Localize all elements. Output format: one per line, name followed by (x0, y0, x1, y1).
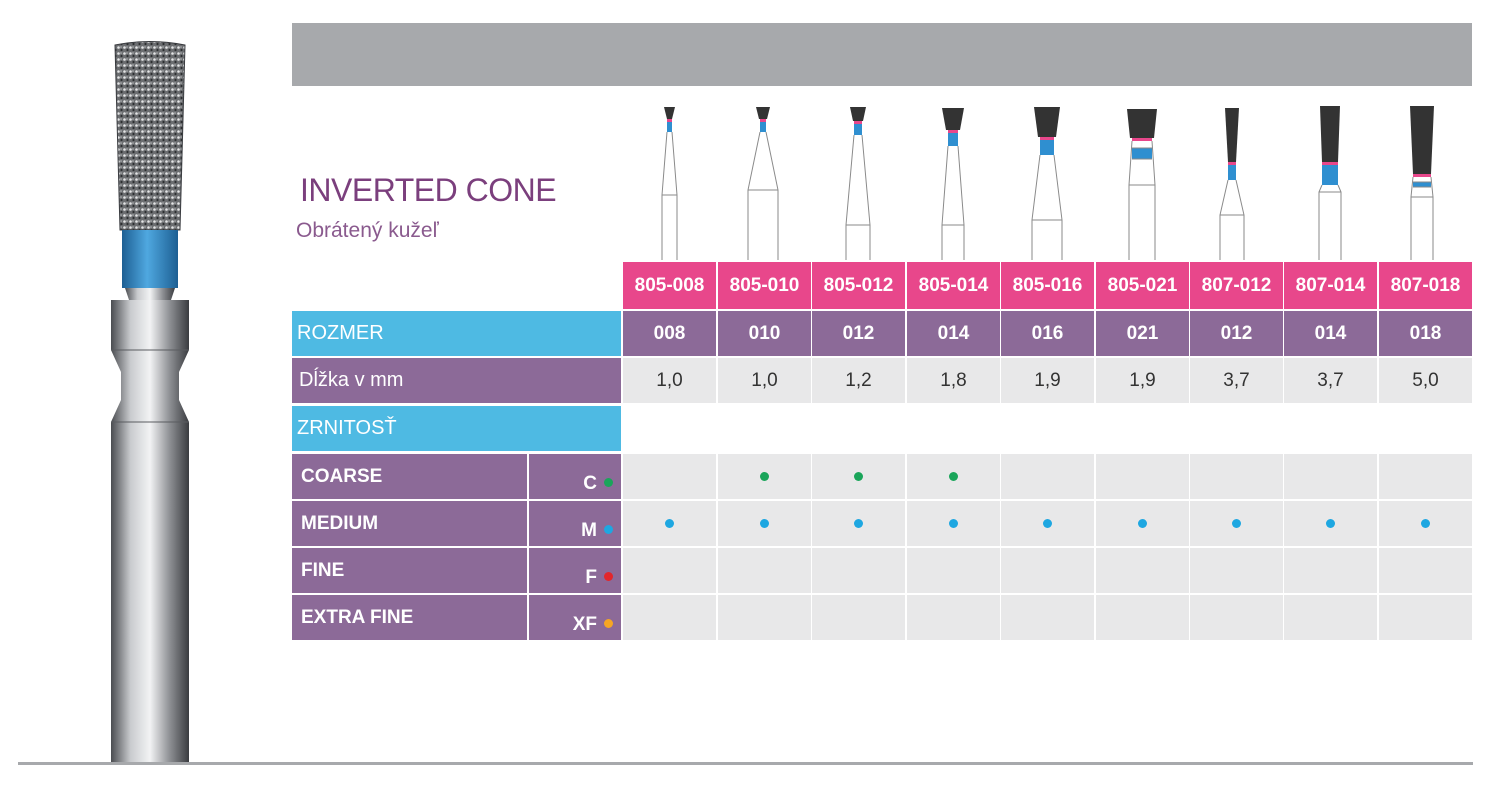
grit-cell (812, 595, 905, 640)
size-cell: 008 (623, 311, 716, 356)
grit-cell (907, 454, 1000, 499)
availability-dot-icon (854, 519, 863, 528)
code-805-021: 805-021 (1096, 262, 1189, 309)
grit-cell (1190, 454, 1283, 499)
code-807-014: 807-014 (1284, 262, 1377, 309)
length-row-label: Dĺžka v mm (292, 358, 621, 403)
availability-dot-icon (1326, 519, 1335, 528)
code-805-014: 805-014 (907, 262, 1000, 309)
grit-section-label: ZRNITOSŤ (292, 406, 621, 451)
grit-cell (718, 548, 811, 593)
grit-cell (623, 501, 716, 546)
grit-code-fine: F (529, 548, 621, 593)
grit-cell (907, 501, 1000, 546)
length-cell: 3,7 (1190, 358, 1283, 403)
extra-fine-dot-icon (604, 619, 613, 628)
grit-code-medium: M (529, 501, 621, 546)
size-cell: 014 (1284, 311, 1377, 356)
grit-cell (718, 595, 811, 640)
grit-cell (1001, 548, 1094, 593)
code-805-010: 805-010 (718, 262, 811, 309)
length-cell: 3,7 (1284, 358, 1377, 403)
grit-cell (1001, 595, 1094, 640)
code-805-008: 805-008 (623, 262, 716, 309)
grit-cell (1379, 595, 1472, 640)
medium-dot-icon (604, 525, 613, 534)
availability-dot-icon (949, 472, 958, 481)
header-bar (292, 23, 1472, 86)
availability-dot-icon (760, 472, 769, 481)
code-805-016: 805-016 (1001, 262, 1094, 309)
grit-name-extra-fine: EXTRA FINE (292, 595, 527, 640)
availability-dot-icon (665, 519, 674, 528)
grit-cell (907, 548, 1000, 593)
availability-dot-icon (1421, 519, 1430, 528)
grit-cell (1379, 501, 1472, 546)
grit-cell (1001, 454, 1094, 499)
bur-drawing-805-008 (661, 107, 678, 260)
length-cell: 1,8 (907, 358, 1000, 403)
grit-name-fine: FINE (292, 548, 527, 593)
length-cell: 1,0 (718, 358, 811, 403)
availability-dot-icon (1138, 519, 1147, 528)
grit-cell (1379, 548, 1472, 593)
grit-cell (1284, 595, 1377, 640)
grit-name-medium: MEDIUM (292, 501, 527, 546)
grit-cell (1379, 454, 1472, 499)
length-cell: 1,0 (623, 358, 716, 403)
length-cell: 1,9 (1001, 358, 1094, 403)
fine-dot-icon (604, 572, 613, 581)
grit-cell (1096, 548, 1189, 593)
availability-dot-icon (1232, 519, 1241, 528)
code-805-012: 805-012 (812, 262, 905, 309)
size-cell: 010 (718, 311, 811, 356)
availability-dot-icon (760, 519, 769, 528)
grit-cell (812, 454, 905, 499)
grit-name-coarse: COARSE (292, 454, 527, 499)
length-cell: 1,9 (1096, 358, 1189, 403)
grit-cell (1096, 454, 1189, 499)
page-title: INVERTED CONE (300, 172, 557, 208)
availability-dot-icon (1043, 519, 1052, 528)
grit-cell (1190, 595, 1283, 640)
bottom-rule (18, 762, 1473, 765)
grit-cell (623, 548, 716, 593)
grit-cell (907, 595, 1000, 640)
size-cell: 012 (812, 311, 905, 356)
availability-dot-icon (949, 519, 958, 528)
size-cell: 016 (1001, 311, 1094, 356)
grit-cell (1190, 501, 1283, 546)
grit-cell (623, 454, 716, 499)
size-cell: 021 (1096, 311, 1189, 356)
availability-dot-icon (854, 472, 863, 481)
grit-cell (1096, 501, 1189, 546)
bur-product-image (105, 40, 195, 765)
grit-code-extra-fine: XF (529, 595, 621, 640)
grit-cell (812, 501, 905, 546)
size-cell: 012 (1190, 311, 1283, 356)
grit-cell (1190, 548, 1283, 593)
grit-cell (812, 548, 905, 593)
coarse-dot-icon (604, 478, 613, 487)
code-807-018: 807-018 (1379, 262, 1472, 309)
grit-cell (718, 454, 811, 499)
bur-drawings (622, 100, 1472, 260)
size-cell: 014 (907, 311, 1000, 356)
grit-cell (623, 595, 716, 640)
size-row-label: ROZMER (292, 311, 621, 356)
grit-cell (1001, 501, 1094, 546)
grit-cell (1284, 501, 1377, 546)
grit-cell (1284, 548, 1377, 593)
code-807-012: 807-012 (1190, 262, 1283, 309)
page-subtitle: Obrátený kužeľ (296, 219, 439, 242)
grit-cell (1284, 454, 1377, 499)
grit-cell (718, 501, 811, 546)
length-cell: 1,2 (812, 358, 905, 403)
size-cell: 018 (1379, 311, 1472, 356)
grit-cell (1096, 595, 1189, 640)
grit-code-coarse: C (529, 454, 621, 499)
length-cell: 5,0 (1379, 358, 1472, 403)
